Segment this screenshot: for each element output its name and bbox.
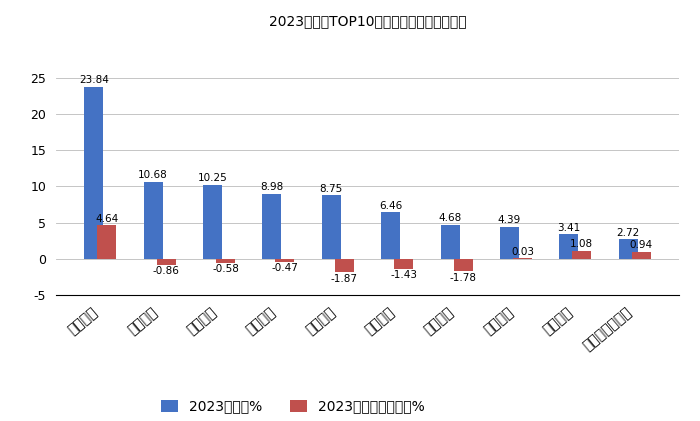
Bar [335, 258, 354, 272]
Text: 0.94: 0.94 [629, 240, 652, 250]
Bar [631, 252, 651, 258]
Text: -1.87: -1.87 [331, 274, 358, 284]
Text: 4.64: 4.64 [95, 214, 118, 224]
Bar [454, 258, 473, 272]
Text: -0.58: -0.58 [212, 264, 239, 274]
Text: -0.47: -0.47 [272, 264, 298, 274]
Bar [144, 181, 162, 258]
Bar [382, 212, 400, 258]
Text: 8.98: 8.98 [260, 182, 284, 192]
Bar [276, 258, 295, 262]
Bar [500, 227, 519, 258]
Bar [619, 239, 638, 258]
Text: 8.75: 8.75 [320, 184, 343, 194]
Text: 1.08: 1.08 [570, 240, 594, 249]
Bar [203, 185, 222, 258]
Text: -1.78: -1.78 [449, 273, 477, 283]
Bar [559, 234, 578, 258]
Bar [84, 87, 104, 258]
Bar [322, 195, 341, 258]
Bar [97, 225, 116, 258]
Bar [157, 258, 176, 265]
Text: 2.72: 2.72 [617, 227, 640, 237]
Text: 4.68: 4.68 [438, 213, 461, 224]
Bar [216, 258, 235, 263]
Text: 0.03: 0.03 [511, 247, 534, 257]
Bar [573, 251, 591, 258]
Text: 10.68: 10.68 [139, 170, 168, 180]
Bar [394, 258, 413, 269]
Text: 3.41: 3.41 [557, 223, 580, 232]
Text: -1.43: -1.43 [390, 270, 417, 280]
Bar [440, 225, 459, 258]
Text: -0.86: -0.86 [153, 266, 180, 276]
Text: 10.25: 10.25 [197, 173, 228, 183]
Bar [262, 194, 281, 258]
Text: 6.46: 6.46 [379, 200, 402, 210]
Text: 23.84: 23.84 [79, 75, 108, 85]
Text: 4.39: 4.39 [498, 216, 521, 226]
Title: 2023年轻卡TOP10车企市场占比及同比增减: 2023年轻卡TOP10车企市场占比及同比增减 [269, 14, 466, 29]
Legend: 2023年份额%, 2023年份额同比增减%: 2023年份额%, 2023年份额同比增减% [155, 394, 430, 419]
